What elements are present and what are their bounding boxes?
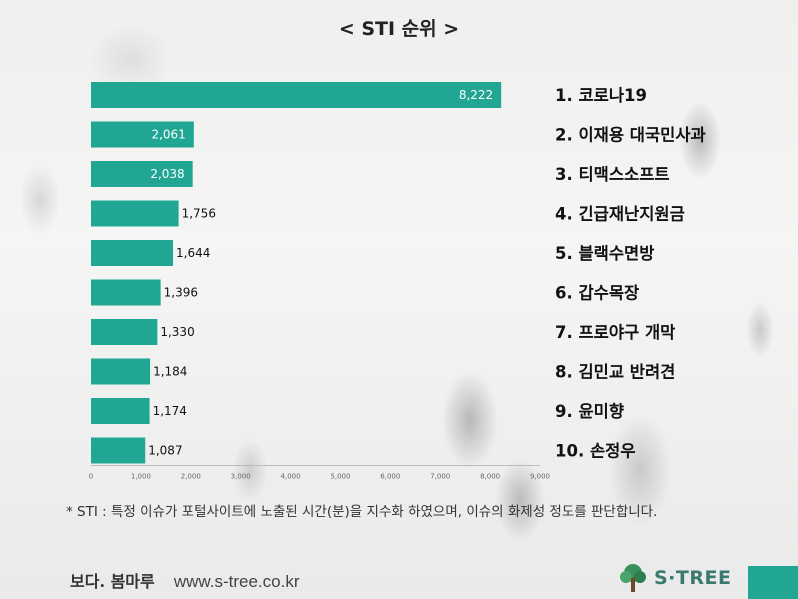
bars-group: 8,222 2,061 2,038 1,756 1,644 1,396 1,330 1,184… — [91, 82, 502, 464]
chart-title: < STI 순위 > — [338, 18, 460, 40]
bar-5 — [91, 240, 174, 266]
rank-label-6: 6. 갑수목장 — [555, 284, 639, 303]
bar-2 — [91, 121, 194, 148]
bar-value-label-10: 1,087 — [148, 444, 182, 458]
footnote: * STI : 특정 이슈가 포털사이트에 노출된 시간(분)을 지수화 하였으… — [66, 504, 658, 520]
bar-value-label-3: 2,038 — [150, 167, 184, 181]
slogan: 보다. 봄마루 — [70, 572, 155, 591]
x-tick-label-6: 6,000 — [380, 473, 400, 481]
rank-label-1: 1. 코로나19 — [555, 86, 647, 105]
s-tree-logo: S·TREE — [618, 561, 731, 595]
bar-value-label-2: 2,061 — [151, 128, 185, 142]
bar-1 — [91, 82, 502, 108]
rank-label-10: 10. 손정우 — [555, 442, 636, 461]
rank-label-9: 9. 윤미향 — [555, 401, 624, 421]
rank-label-7: 7. 프로야구 개막 — [555, 323, 675, 342]
bar-7 — [91, 319, 158, 345]
rank-labels: 1. 코로나19 2. 이재용 대국민사과 3. 티맥스소프트 4. 긴급재난지원금 5… — [555, 86, 706, 461]
bar-6 — [91, 279, 161, 306]
x-tick-label-5: 5,000 — [330, 473, 350, 481]
rank-label-8: 8. 김민교 반려견 — [555, 363, 675, 382]
rank-label-5: 5. 블랙수면방 — [555, 244, 654, 263]
bar-10 — [91, 437, 146, 464]
x-tick-label-3: 3,000 — [231, 473, 251, 481]
corner-accent — [748, 566, 798, 599]
x-tick-label-9: 9,000 — [530, 473, 550, 481]
x-tick-label-1: 1,000 — [131, 473, 151, 481]
tree-icon — [620, 564, 646, 592]
x-tick-label-2: 2,000 — [181, 473, 201, 481]
bar-value-label-8: 1,184 — [153, 365, 187, 379]
bar-value-label-5: 1,644 — [176, 246, 210, 260]
footer-left: 보다. 봄마루 www.s-tree.co.kr — [70, 568, 299, 592]
bar-value-label-9: 1,174 — [153, 404, 187, 418]
x-axis: 0 1,000 2,000 3,000 4,000 5,000 6,000 7,000 8,00… — [89, 465, 550, 481]
x-tick-label-4: 4,000 — [281, 473, 301, 481]
bar-4 — [91, 200, 179, 227]
bar-value-label-7: 1,330 — [160, 325, 194, 339]
rank-label-4: 4. 긴급재난지원금 — [555, 205, 685, 224]
rank-label-2: 2. 이재용 대국민사과 — [555, 126, 706, 145]
rank-label-3: 3. 티맥스소프트 — [555, 165, 670, 184]
bar-value-label-1: 8,222 — [459, 88, 493, 102]
bar-value-label-4: 1,756 — [182, 207, 216, 221]
x-tick-label-7: 7,000 — [430, 473, 450, 481]
website-link[interactable]: www.s-tree.co.kr — [173, 572, 300, 591]
x-tick-label-8: 8,000 — [480, 473, 500, 481]
logo-text: S·TREE — [654, 567, 732, 589]
x-tick-label-0: 0 — [89, 473, 93, 481]
bar-9 — [91, 398, 150, 424]
bar-3 — [91, 161, 193, 187]
bar-8 — [91, 358, 151, 385]
bar-value-label-6: 1,396 — [164, 286, 198, 300]
